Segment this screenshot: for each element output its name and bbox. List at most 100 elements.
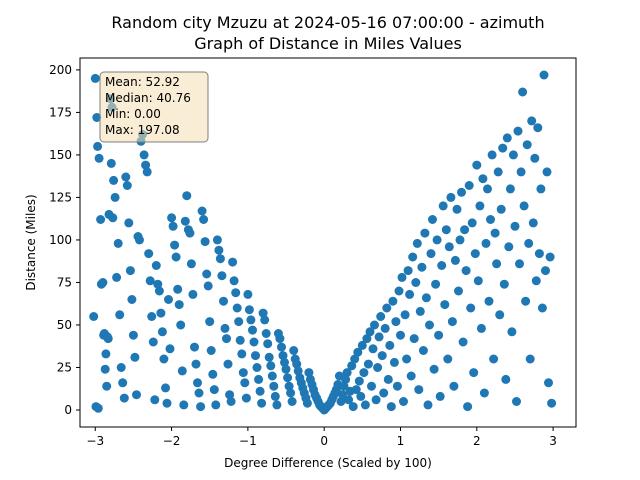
- scatter-point: [385, 340, 395, 350]
- scatter-point: [536, 184, 546, 194]
- scatter-point: [495, 310, 505, 320]
- scatter-point: [112, 272, 122, 282]
- scatter-point: [164, 295, 173, 304]
- scatter-point: [100, 364, 110, 374]
- scatter-point: [396, 330, 405, 340]
- scatter-point: [287, 397, 297, 406]
- scatter-point: [278, 351, 288, 361]
- scatter-point: [487, 150, 497, 160]
- scatter-point: [90, 73, 100, 83]
- scatter-point: [161, 383, 170, 393]
- scatter-point: [389, 357, 399, 367]
- scatter-point: [284, 381, 294, 391]
- scatter-point: [452, 204, 462, 214]
- scatter-point: [225, 390, 235, 400]
- scatter-point: [530, 153, 540, 163]
- scatter-point: [269, 381, 279, 391]
- scatter-point: [116, 363, 126, 372]
- scatter-point: [370, 320, 379, 330]
- scatter-point: [254, 374, 264, 384]
- scatter-point: [505, 184, 515, 194]
- scatter-point: [170, 240, 180, 250]
- scatter-point: [118, 378, 128, 388]
- scatter-point: [159, 354, 169, 364]
- scatter-point: [96, 215, 106, 224]
- scatter-point: [199, 215, 209, 224]
- scatter-point: [363, 359, 373, 369]
- scatter-point: [528, 218, 538, 228]
- scatter-point: [205, 317, 215, 327]
- scatter-point: [441, 225, 451, 235]
- x-tick-label: 1: [397, 434, 405, 448]
- scatter-point: [496, 204, 506, 214]
- scatter-point: [541, 266, 550, 276]
- scatter-point: [438, 201, 448, 211]
- scatter-point: [286, 388, 296, 398]
- scatter-point: [489, 354, 499, 364]
- scatter-point: [193, 378, 202, 388]
- scatter-point: [124, 218, 134, 228]
- stats-median: Median: 40.76: [105, 91, 191, 105]
- scatter-point: [450, 255, 460, 265]
- scatter-point: [209, 385, 219, 395]
- y-tick-label: 75: [57, 275, 72, 289]
- y-tick-label: 150: [49, 148, 72, 162]
- scatter-point: [449, 381, 459, 391]
- scatter-point: [302, 398, 312, 408]
- scatter-point: [235, 335, 245, 345]
- scatter-point: [222, 334, 231, 344]
- scatter-point: [121, 172, 131, 182]
- scatter-point: [347, 361, 357, 371]
- scatter-point: [214, 245, 224, 255]
- scatter-point: [409, 334, 419, 344]
- scatter-point: [208, 369, 218, 379]
- scatter-point: [228, 257, 238, 267]
- scatter-point: [162, 398, 172, 408]
- plot-area-frame: [79, 57, 577, 428]
- chart-title-line2: Graph of Distance in Miles Values: [194, 34, 462, 53]
- scatter-point: [418, 346, 428, 355]
- scatter-point: [443, 354, 453, 364]
- scatter-point: [432, 235, 442, 245]
- x-tick-label: −2: [163, 434, 181, 448]
- scatter-point: [440, 300, 450, 310]
- scatter-point: [406, 371, 416, 381]
- ticks-layer: −3 −2 −1 0 1 2 3 0 25 50 75 100 125 150 175 200: [49, 63, 557, 448]
- scatter-point: [513, 126, 523, 136]
- stats-box: Mean: 52.92 Median: 40.76 Min: 0.00 Max:…: [99, 71, 209, 143]
- scatter-point: [512, 397, 521, 406]
- scatter-point: [405, 289, 415, 299]
- scatter-point: [360, 400, 370, 410]
- scatter-point: [165, 344, 175, 354]
- scatter-point: [437, 261, 447, 270]
- scatter-point: [467, 218, 477, 228]
- scatter-point: [359, 368, 369, 378]
- scatter-point: [357, 340, 367, 350]
- scatter-point: [238, 368, 248, 378]
- scatter-point: [176, 320, 186, 330]
- scatter-point: [102, 381, 112, 391]
- scatter-point: [547, 398, 557, 408]
- scatter-point: [371, 395, 381, 405]
- scatter-point: [508, 150, 518, 160]
- scatter-point: [339, 381, 349, 391]
- scatter-point: [444, 242, 454, 252]
- scatter-point: [113, 238, 123, 248]
- scatter-point: [142, 167, 152, 177]
- scatter-point: [96, 279, 106, 289]
- scatter-point: [473, 276, 483, 286]
- scatter-point: [466, 303, 476, 313]
- scatter-point: [423, 400, 433, 410]
- scatter-point: [281, 364, 291, 374]
- scatter-point: [446, 192, 456, 202]
- scatter-point: [475, 201, 485, 211]
- scatter-point: [464, 181, 474, 190]
- scatter-point: [190, 342, 199, 352]
- scatter-point: [460, 225, 470, 235]
- scatter-point: [283, 373, 293, 383]
- scatter-point: [194, 388, 204, 398]
- scatter-point: [93, 403, 103, 413]
- scatter-point: [154, 286, 164, 296]
- scatter-point: [234, 317, 244, 327]
